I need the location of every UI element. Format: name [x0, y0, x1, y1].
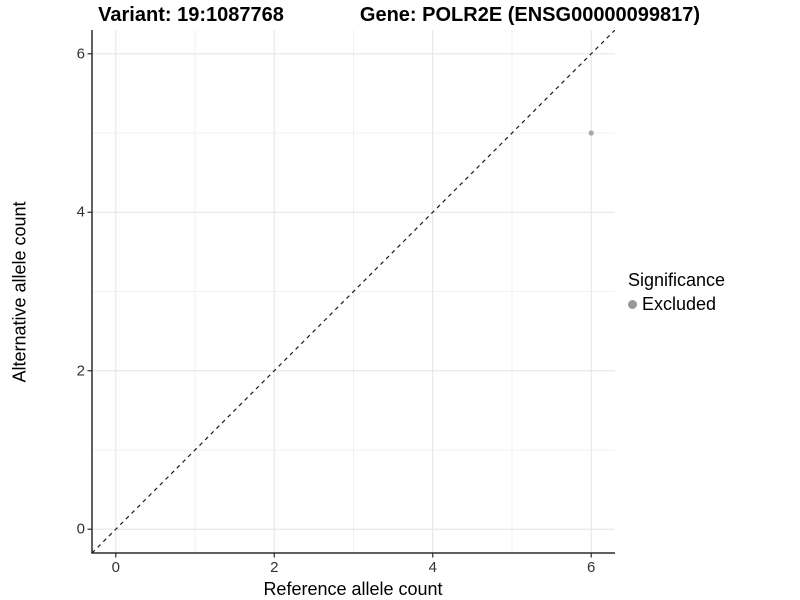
- legend-title: Significance: [628, 270, 726, 290]
- y-tick-label: 2: [76, 362, 85, 380]
- identity-dashed-line: [92, 30, 615, 553]
- x-tick-label: 0: [111, 559, 120, 576]
- legend-item-excluded: Excluded: [628, 294, 725, 315]
- y-tick-label: 6: [76, 45, 85, 63]
- data-point: [588, 130, 594, 136]
- y-tick-label: 4: [76, 203, 85, 221]
- x-tick-label: 6: [587, 559, 596, 576]
- x-axis-title: Reference allele count: [263, 579, 443, 599]
- plot-title-variant: Variant: 19:1087768: [98, 4, 284, 26]
- plot-title-gene: Gene: POLR2E (ENSG00000099817): [359, 4, 701, 26]
- legend-item-label: Excluded: [642, 294, 717, 314]
- y-axis-title: Alternative allele count: [9, 201, 30, 383]
- x-tick-label: 4: [428, 559, 437, 576]
- legend: Significance Excluded: [628, 270, 725, 315]
- x-tick-label: 2: [270, 559, 279, 576]
- excluded-point-icon: [628, 300, 637, 309]
- y-tick-label: 0: [76, 520, 85, 538]
